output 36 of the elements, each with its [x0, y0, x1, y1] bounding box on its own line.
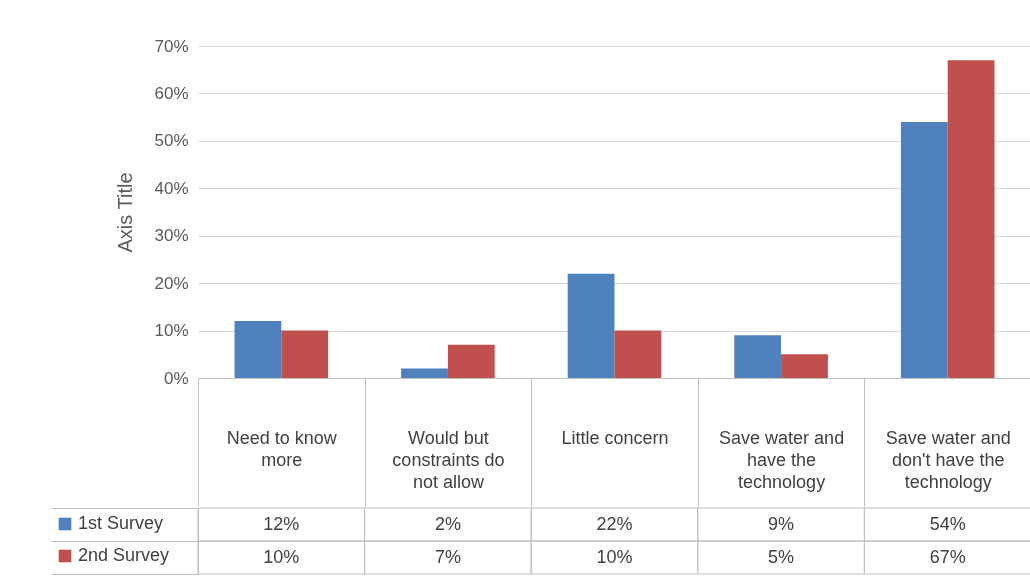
y-tick-label: 0% — [163, 368, 189, 388]
bar — [401, 368, 448, 378]
data-label: 67% — [929, 546, 966, 567]
bar — [281, 330, 329, 378]
bar — [447, 344, 495, 378]
data-label: 7% — [434, 546, 461, 567]
data-label: 22% — [596, 513, 633, 534]
y-tick-label: 40% — [154, 178, 189, 198]
data-label: 10% — [596, 546, 633, 567]
data-label: 10% — [263, 546, 300, 567]
data-label: 12% — [263, 513, 300, 534]
y-tick-label: 10% — [154, 321, 189, 341]
y-tick-label: 70% — [154, 36, 189, 56]
bar — [947, 60, 995, 378]
bar — [734, 335, 782, 378]
x-tick-label: Little concern — [561, 427, 669, 448]
x-tick-label: Save water and have the technology — [719, 427, 845, 492]
y-axis-title: Axis Title — [114, 172, 137, 253]
x-tick-label: Would but constraints do not allow — [392, 427, 505, 492]
y-tick-label: 60% — [154, 83, 189, 103]
y-tick-label: 50% — [154, 131, 189, 151]
bar — [567, 273, 615, 378]
y-tick-label: 20% — [154, 273, 189, 293]
data-label: 2% — [434, 513, 461, 534]
bar — [234, 321, 282, 378]
bar — [900, 121, 948, 378]
legend-label: 1st Survey — [78, 513, 164, 533]
y-tick-label: 30% — [154, 226, 189, 246]
data-label: 9% — [768, 513, 795, 534]
x-tick-label: Save water and don't have the technology — [885, 427, 1011, 492]
bar — [614, 330, 662, 378]
data-label: 54% — [929, 513, 966, 534]
bar — [781, 354, 828, 378]
data-label: 5% — [768, 546, 795, 567]
legend-label: 2nd Survey — [78, 545, 170, 565]
x-tick-label: Need to know more — [226, 427, 338, 470]
